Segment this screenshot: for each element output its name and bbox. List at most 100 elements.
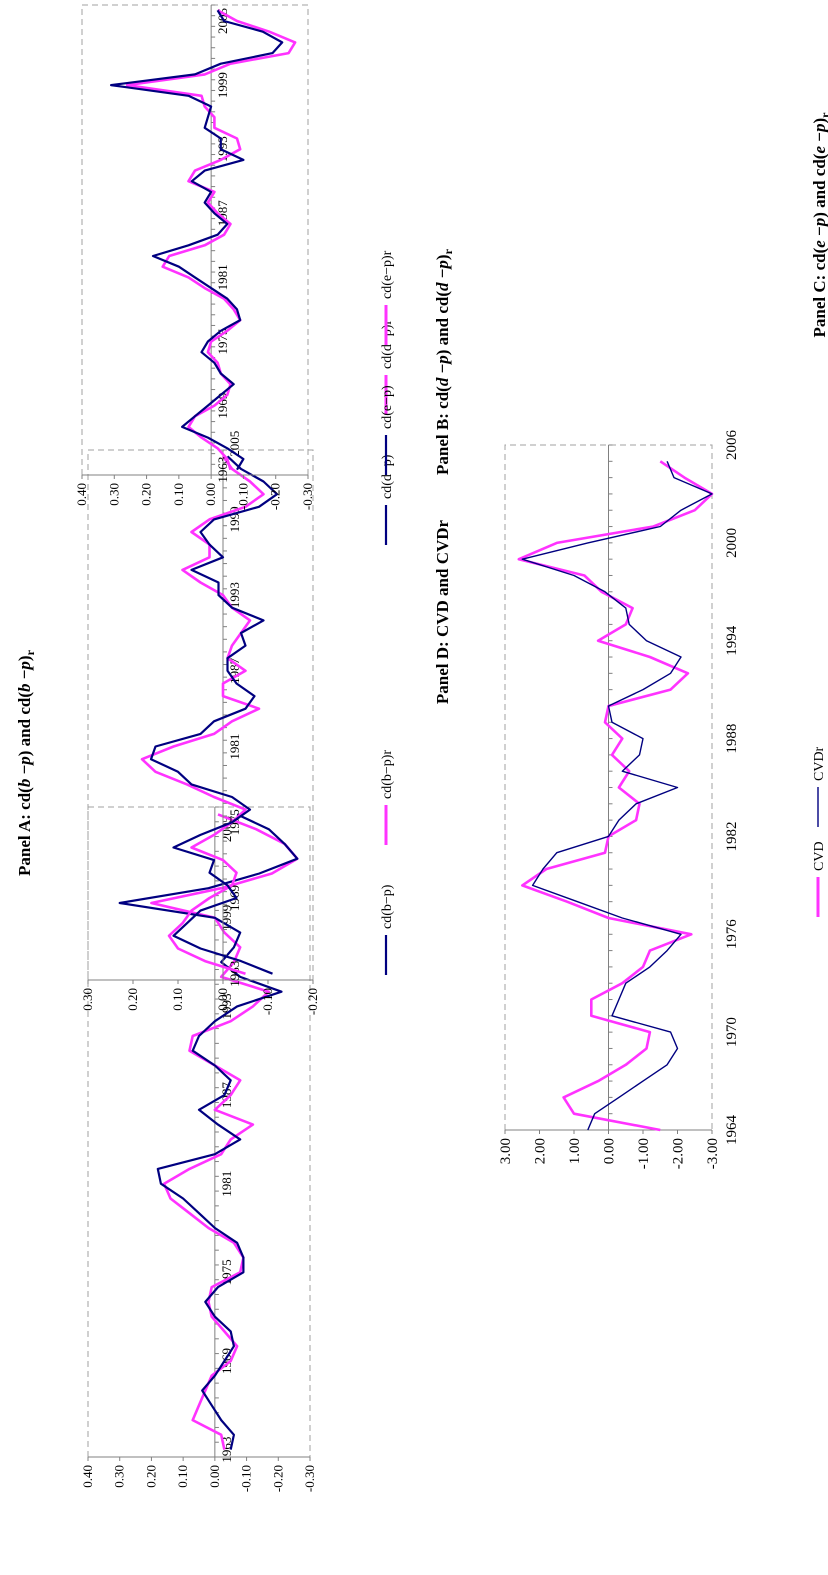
title-part: − — [810, 226, 828, 240]
title-part: ) and cd( — [433, 291, 452, 356]
panel-a: 0.40 0.30 0.20 0.10 0.00 -0.10 -0.20 -0.30 1963 1… — [15, 649, 395, 1492]
y-tick-label: -1.00 — [636, 1138, 652, 1169]
series-line-b-1 — [149, 455, 279, 975]
title-part: ) and cd( — [810, 153, 828, 218]
legend-label-cvd: CVD — [812, 841, 827, 871]
title-part: p — [15, 661, 34, 672]
plot-frame — [81, 4, 309, 476]
title-part: Panel B: — [433, 409, 452, 475]
legend-label-1: cd(e−p) — [380, 385, 395, 429]
x-tick-label: 1970 — [724, 1017, 740, 1047]
y-tick-label: 0.20 — [143, 1465, 158, 1488]
y-tick-label: -0.20 — [268, 483, 283, 510]
y-tick-label: 0.10 — [175, 1465, 190, 1488]
title-part: p — [810, 124, 828, 135]
year-label: 1963 — [215, 457, 230, 483]
title-part: Panel C: — [810, 270, 828, 337]
title-part: cd( — [15, 787, 34, 810]
title-part: − — [433, 364, 452, 378]
legend-label-1: cd(b−p) — [380, 884, 395, 929]
x-tick-label: 2006 — [724, 430, 740, 461]
y-tick-label: 0.10 — [171, 483, 186, 506]
title-part: − — [433, 269, 452, 283]
y-tick-label: 1.00 — [567, 1138, 583, 1164]
y-tick-label: 0.20 — [139, 483, 154, 506]
x-tick-label: 1976 — [724, 919, 740, 950]
year-label: 1981 — [227, 734, 242, 760]
x-tick-label: 2000 — [724, 528, 740, 558]
panel-title: Panel B: cd(d −p) and cd(d −p)r — [433, 248, 455, 475]
year-label: 1993 — [227, 582, 242, 608]
x-tick-label: 1994 — [724, 625, 740, 656]
x-tick-label: 1982 — [724, 821, 740, 851]
y-tick-label: 3.00 — [498, 1138, 514, 1164]
y-tick-label: 0.00 — [203, 483, 218, 506]
y-tick-label: -0.10 — [260, 988, 275, 1015]
title-part: ) and cd( — [15, 692, 34, 757]
x-tick-label: 1988 — [724, 724, 740, 754]
y-tick-label: -3.00 — [705, 1138, 721, 1169]
y-tick-label: -2.00 — [671, 1138, 687, 1169]
title-part: p — [810, 218, 828, 229]
title-part: p — [433, 355, 452, 366]
y-tick-label: -0.30 — [302, 1465, 317, 1492]
legend-label-2: cd(b−p)r — [380, 750, 395, 799]
y-tick-label: 0.40 — [80, 1465, 95, 1488]
year-label: 1969 — [215, 393, 230, 419]
series-line-cvdr — [521, 461, 713, 1131]
title-part: d — [433, 377, 452, 386]
series-line-a-2 — [150, 813, 299, 1450]
y-tick-label: 0.30 — [106, 483, 121, 506]
title-part: b — [15, 683, 34, 692]
title-subscript: r — [818, 112, 828, 118]
y-tick-label: 0.10 — [170, 988, 185, 1011]
y-tick-label: 0.00 — [602, 1138, 618, 1164]
title-part: cd( — [433, 386, 452, 409]
panel-c: 0.40 0.30 0.20 0.10 0.00 -0.10 -0.20 -0.30 1963 1… — [74, 4, 828, 510]
title-part: ) — [15, 655, 34, 661]
panel-title: Panel C: cd(e −p) and cd(e −p)r — [810, 112, 828, 338]
panel-title: Panel D: CVD and CVDr — [433, 519, 452, 704]
y-tick-label: 0.00 — [207, 1465, 222, 1488]
y-tick-label: 2.00 — [533, 1138, 549, 1164]
y-tick-label: -0.30 — [300, 483, 315, 510]
series-line-c-1 — [110, 9, 284, 471]
title-subscript: r — [441, 248, 455, 254]
panel-title: Panel A: cd(b −p) and cd(b −p)r — [15, 649, 37, 876]
year-label: 1981 — [215, 264, 230, 290]
title-part: − — [15, 670, 34, 684]
legend-label-cvdr: CVDr — [812, 746, 827, 781]
x-tick-label: 1964 — [724, 1115, 740, 1146]
title-part: b — [15, 779, 34, 788]
legend-label-2: cd(e−p)r — [380, 250, 395, 299]
y-tick-label: 0.30 — [80, 988, 95, 1011]
series-line-c-2 — [125, 9, 297, 471]
plot-frame — [87, 449, 314, 981]
title-part: − — [810, 132, 828, 146]
y-tick-label: -0.20 — [270, 1465, 285, 1492]
y-tick-label: -0.10 — [235, 483, 250, 510]
title-part: ) — [433, 254, 452, 260]
title-part: ) — [810, 118, 828, 124]
title-part: − — [15, 765, 34, 779]
y-tick-label: -0.20 — [305, 988, 320, 1015]
year-label: 1981 — [219, 1171, 234, 1197]
title-part: cd( — [810, 247, 828, 270]
series-line-cvd — [517, 460, 714, 1132]
title-part: e — [810, 240, 828, 248]
title-subscript: r — [23, 649, 37, 655]
title-part: p — [433, 260, 452, 271]
year-label: 1993 — [219, 993, 234, 1019]
title-part: d — [433, 282, 452, 291]
y-tick-label: -0.10 — [239, 1465, 254, 1492]
panel-b: 0.30 0.20 0.10 0.00 -0.10 -0.2019631969197519… — [80, 248, 455, 1015]
year-label: 1963 — [227, 961, 242, 987]
y-tick-label: 0.40 — [74, 483, 89, 506]
series-line-a-1 — [118, 813, 299, 1450]
y-tick-label: 0.20 — [125, 988, 140, 1011]
y-tick-label: 0.00 — [215, 988, 230, 1011]
year-label: 1999 — [215, 72, 230, 98]
title-part: Panel A: — [15, 810, 34, 876]
